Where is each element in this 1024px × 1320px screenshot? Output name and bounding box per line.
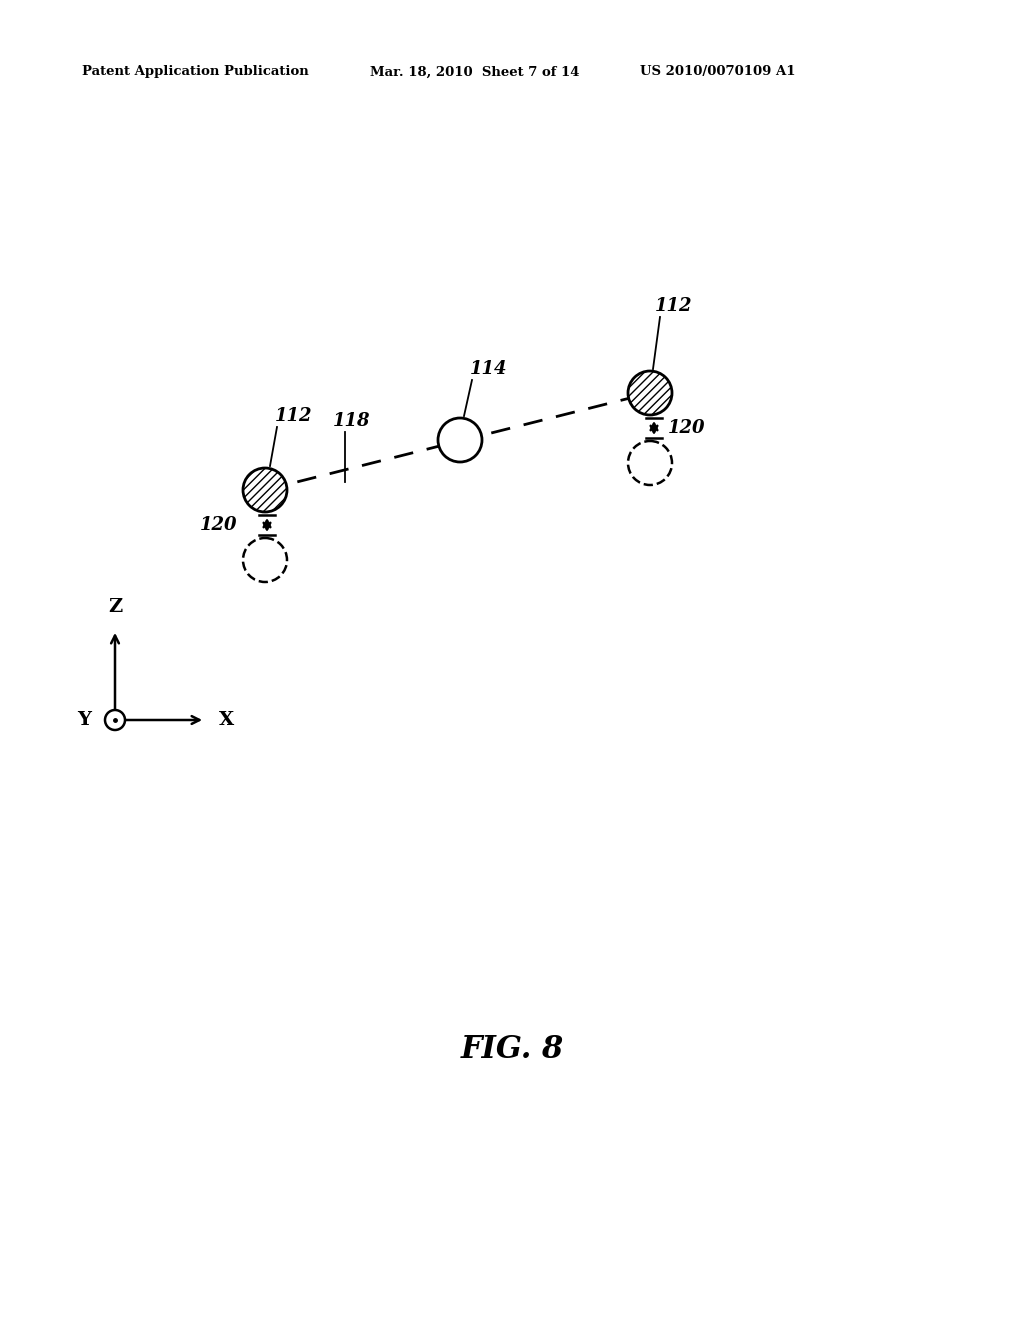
Text: 120: 120 [668, 418, 706, 437]
Circle shape [438, 418, 482, 462]
Text: Mar. 18, 2010  Sheet 7 of 14: Mar. 18, 2010 Sheet 7 of 14 [370, 66, 580, 78]
Text: US 2010/0070109 A1: US 2010/0070109 A1 [640, 66, 796, 78]
Circle shape [628, 441, 672, 484]
Text: 112: 112 [275, 407, 312, 425]
Text: 120: 120 [200, 516, 237, 535]
Text: Y: Y [77, 711, 91, 729]
Text: X: X [219, 711, 234, 729]
Text: 112: 112 [655, 297, 692, 315]
Text: 114: 114 [470, 360, 508, 378]
Text: 118: 118 [333, 412, 371, 430]
Text: Patent Application Publication: Patent Application Publication [82, 66, 309, 78]
Text: FIG. 8: FIG. 8 [461, 1035, 563, 1065]
Circle shape [105, 710, 125, 730]
Text: Z: Z [108, 598, 122, 616]
Circle shape [243, 469, 287, 512]
Circle shape [243, 539, 287, 582]
Circle shape [628, 371, 672, 414]
